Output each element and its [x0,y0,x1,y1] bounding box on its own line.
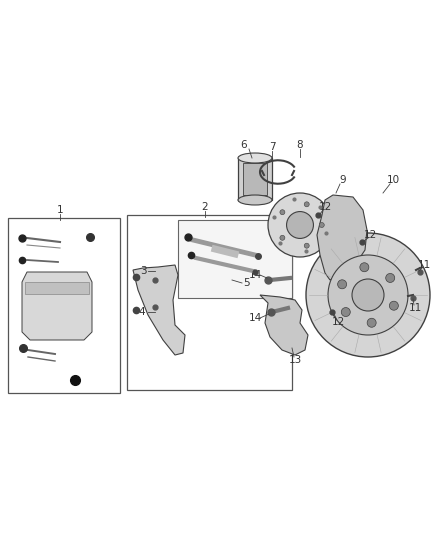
Circle shape [367,318,376,327]
Polygon shape [25,282,89,294]
Circle shape [352,279,384,311]
Ellipse shape [238,195,272,205]
Polygon shape [317,195,367,280]
Text: 11: 11 [417,260,431,270]
Bar [127,215,292,390]
Text: 6: 6 [241,140,247,150]
Text: 2: 2 [201,202,208,212]
Circle shape [268,193,332,257]
Text: 1: 1 [57,205,64,215]
Polygon shape [22,272,92,340]
Text: 13: 13 [288,355,302,365]
Text: 4: 4 [139,307,145,317]
Text: 14: 14 [248,313,261,323]
Circle shape [306,233,430,357]
Text: 10: 10 [386,175,399,185]
Circle shape [328,255,408,335]
Text: 3: 3 [140,266,146,276]
Text: 12: 12 [332,317,345,327]
Text: 9: 9 [340,175,346,185]
Circle shape [338,280,346,289]
Circle shape [304,202,309,207]
Text: 14: 14 [248,270,261,280]
Circle shape [304,243,309,248]
Polygon shape [133,265,185,355]
Text: 12: 12 [364,230,377,240]
Polygon shape [260,295,308,355]
Circle shape [389,301,399,310]
Text: 8: 8 [297,140,303,150]
Circle shape [319,222,324,228]
Bar [8,218,120,393]
Circle shape [341,308,350,317]
Bar [238,158,272,200]
Bar [178,220,292,298]
Text: 11: 11 [408,303,422,313]
Text: 5: 5 [244,278,250,288]
Circle shape [286,212,314,238]
Circle shape [280,235,285,240]
Circle shape [360,263,369,272]
Text: 12: 12 [318,202,332,212]
Text: 7: 7 [268,142,276,152]
Circle shape [386,273,395,282]
Ellipse shape [238,153,272,163]
Bar [243,163,267,195]
Circle shape [280,209,285,215]
